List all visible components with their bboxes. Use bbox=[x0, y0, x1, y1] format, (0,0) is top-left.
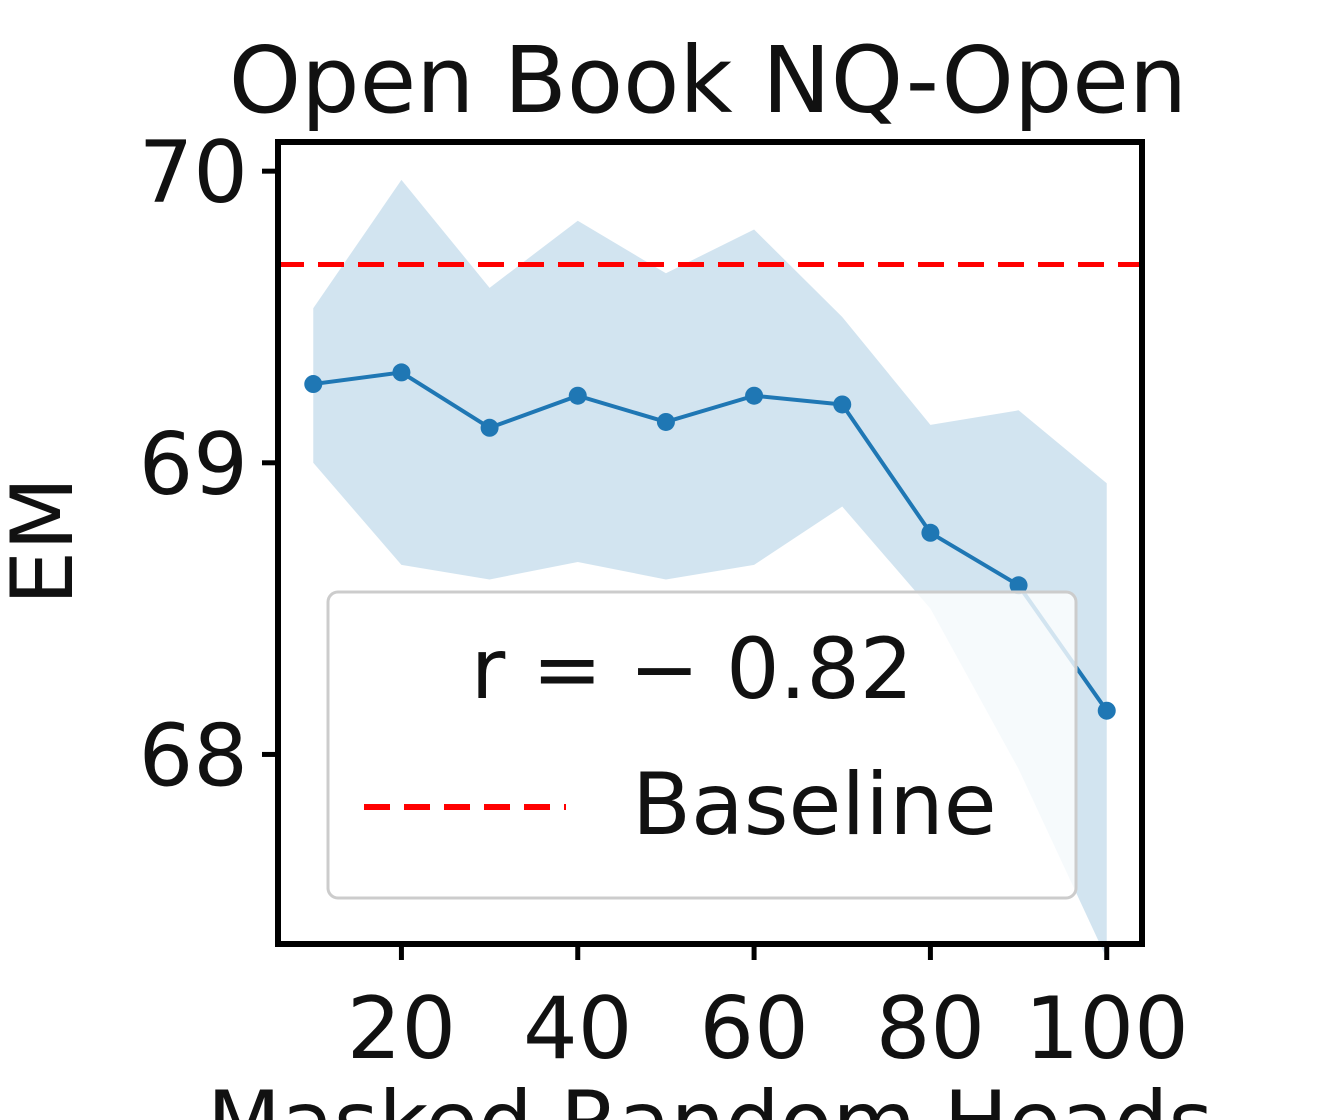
series-line bbox=[313, 370, 1109, 712]
data-point bbox=[656, 412, 675, 431]
data-point bbox=[392, 363, 411, 382]
data-point bbox=[745, 386, 764, 405]
y-tick-label: 69 bbox=[139, 415, 248, 515]
data-point bbox=[1009, 576, 1028, 595]
data-point bbox=[833, 395, 852, 414]
x-tick-label: 100 bbox=[1025, 979, 1189, 1079]
data-point bbox=[921, 523, 940, 542]
legend-box bbox=[326, 590, 1078, 900]
y-tick-label: 70 bbox=[139, 123, 248, 223]
x-tick-label: 60 bbox=[699, 979, 808, 1079]
data-point bbox=[1097, 701, 1116, 720]
y-axis-label: EM bbox=[0, 477, 93, 606]
y-tick-label: 68 bbox=[139, 706, 248, 806]
y-axis: 68 69 70 bbox=[139, 123, 278, 806]
legend: r = − 0.82 Baseline bbox=[326, 590, 1078, 900]
x-axis-label: Masked Random Heads bbox=[207, 1073, 1213, 1120]
x-axis: 20 40 60 80 100 bbox=[347, 944, 1189, 1079]
plot-frame bbox=[275, 139, 1145, 947]
confidence-band-layer bbox=[313, 179, 1107, 959]
x-tick-label: 80 bbox=[876, 979, 985, 1079]
data-point bbox=[568, 386, 587, 405]
data-point bbox=[304, 375, 323, 394]
legend-label-correlation: r = − 0.82 bbox=[471, 620, 913, 718]
confidence-band bbox=[313, 179, 1107, 959]
chart-title: Open Book NQ-Open bbox=[229, 27, 1187, 134]
x-tick-label: 40 bbox=[523, 979, 632, 1079]
data-point bbox=[480, 418, 499, 437]
series-line-layer bbox=[304, 363, 1116, 720]
legend-label-baseline: Baseline bbox=[632, 755, 997, 855]
x-tick-label: 20 bbox=[347, 979, 456, 1079]
